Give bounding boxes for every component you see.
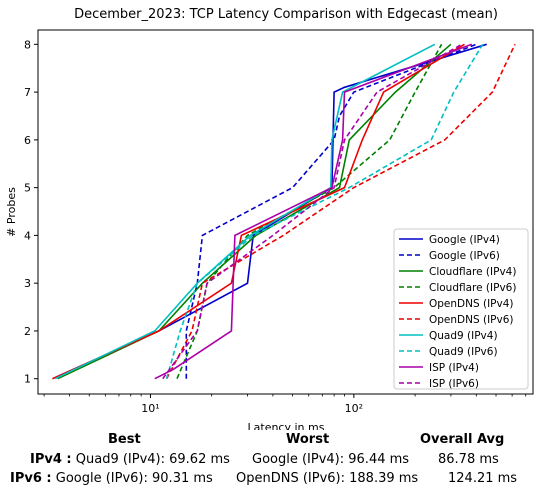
x-tick-label: 10¹ xyxy=(141,402,159,415)
best-header: Best xyxy=(108,432,141,447)
legend-label-google-ipv6: Google (IPv6) xyxy=(429,250,500,262)
legend: Google (IPv4) Google (IPv6) Cloudflare (IP… xyxy=(393,228,529,390)
y-tick-label: 5 xyxy=(24,182,31,195)
plot-frame xyxy=(37,29,534,395)
legend-label-quad9-ipv6: Quad9 (IPv6) xyxy=(429,346,498,358)
x-axis-label: Latency in ms xyxy=(248,421,325,430)
y-axis-label: # Probes xyxy=(5,187,18,237)
ipv4-avg: 86.78 ms xyxy=(438,452,499,467)
ipv6-best: Google (IPv6): 90.31 ms xyxy=(55,471,213,486)
legend-label-quad9-ipv4: Quad9 (IPv4) xyxy=(429,330,498,342)
legend-label-cloudflare-ipv4: Cloudflare (IPv4) xyxy=(429,266,516,278)
avg-header: Overall Avg xyxy=(420,432,505,447)
legend-label-isp-ipv4: ISP (IPv4) xyxy=(429,362,479,374)
y-tick-label: 4 xyxy=(24,229,31,242)
legend-label-google-ipv4: Google (IPv4) xyxy=(429,234,500,246)
legend-label-opendns-ipv4: OpenDNS (IPv4) xyxy=(429,298,514,310)
y-tick-label: 3 xyxy=(24,277,31,290)
chart: December_2023: TCP Latency Comparison wi… xyxy=(5,7,534,430)
legend-label-cloudflare-ipv6: Cloudflare (IPv6) xyxy=(429,282,516,294)
ipv6-label: IPv6 : xyxy=(10,471,52,486)
ipv6-worst: OpenDNS (IPv6): 188.39 ms xyxy=(236,471,419,486)
legend-box xyxy=(393,228,529,390)
y-tick-label: 8 xyxy=(24,38,31,51)
ipv6-avg: 124.21 ms xyxy=(448,471,518,486)
ipv4-label: IPv4 : xyxy=(30,452,72,467)
y-tick-label: 7 xyxy=(24,86,31,99)
legend-label-isp-ipv6: ISP (IPv6) xyxy=(429,378,479,390)
axis-layer: 1 2 3 4 5 6 7 8 10¹ 10² xyxy=(24,38,527,415)
series-quad9-ipv6 xyxy=(165,43,484,379)
x-tick-label: 10² xyxy=(345,402,363,415)
series-opendns-ipv4 xyxy=(52,43,465,380)
series-isp-ipv4 xyxy=(154,43,473,380)
ipv4-worst: Google (IPv4): 96.44 ms xyxy=(252,452,410,467)
series-layer xyxy=(52,43,516,380)
series-quad9-ipv4 xyxy=(54,43,436,380)
series-opendns-ipv6 xyxy=(165,43,516,380)
legend-label-opendns-ipv6: OpenDNS (IPv6) xyxy=(429,314,514,326)
series-cloudflare-ipv4 xyxy=(57,43,452,380)
chart-title: December_2023: TCP Latency Comparison wi… xyxy=(74,7,498,22)
y-tick-label: 6 xyxy=(24,134,31,147)
ipv6-row: IPv6 : Google (IPv6): 90.31 ms xyxy=(10,471,213,486)
ipv4-best: Quad9 (IPv4): 69.62 ms xyxy=(75,452,230,467)
series-isp-ipv6 xyxy=(162,43,463,380)
y-tick-label: 1 xyxy=(24,373,31,386)
worst-header: Worst xyxy=(286,432,330,447)
summary-table: Best Worst Overall Avg IPv4 : Quad9 (IPv… xyxy=(0,428,541,496)
series-google-ipv6 xyxy=(185,43,477,379)
ipv4-row: IPv4 : Quad9 (IPv4): 69.62 ms xyxy=(30,452,230,467)
y-tick-label: 2 xyxy=(24,325,31,338)
